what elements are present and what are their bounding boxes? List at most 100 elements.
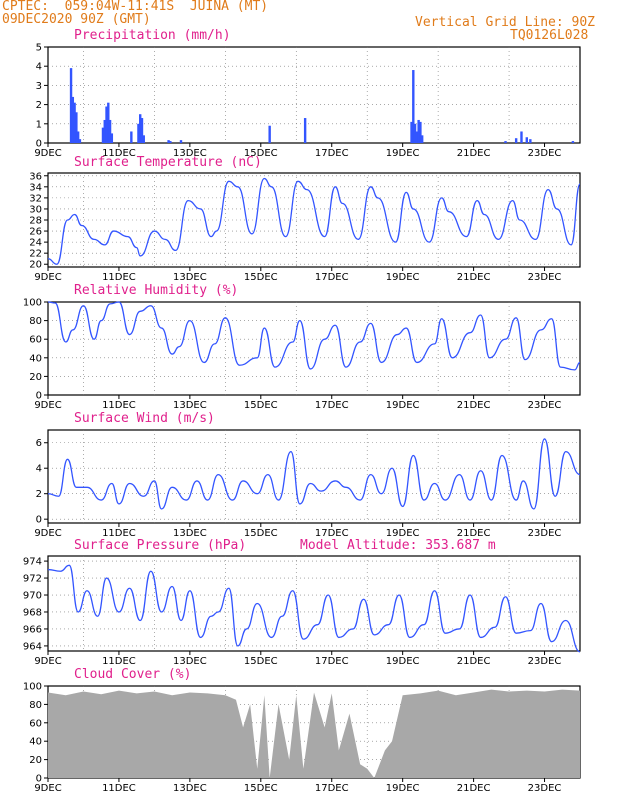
precipitation-bar: [78, 139, 82, 143]
surface-temperature-ytick-label: 26: [29, 227, 42, 238]
cloud-cover-ytick-label: 0: [36, 774, 42, 785]
precipitation-xtick-label: 9DEC: [34, 148, 61, 159]
surface-temperature-ytick-label: 30: [29, 204, 42, 215]
precipitation-bar: [137, 123, 140, 143]
precipitation-bar: [169, 141, 172, 143]
relative-humidity-xtick-label: 19DEC: [386, 400, 420, 411]
surface-pressure-xtick-label: 13DEC: [173, 656, 207, 667]
surface-temperature-xtick-label: 21DEC: [457, 272, 491, 283]
surface-pressure-ytick-label: 966: [23, 624, 42, 635]
precipitation-bar: [76, 131, 80, 143]
cloud-cover-xtick-label: 13DEC: [173, 783, 207, 794]
precipitation-bar: [110, 133, 114, 143]
precipitation-bar: [412, 70, 415, 143]
surface-wind-ytick-label: 4: [36, 464, 42, 475]
precipitation-bar: [268, 125, 271, 143]
relative-humidity-xtick-label: 13DEC: [173, 400, 207, 411]
precipitation-bar: [413, 123, 417, 143]
surface-wind-frame: [47, 429, 581, 524]
relative-humidity-ytick-label: 40: [29, 353, 42, 364]
surface-pressure-xtick-label: 15DEC: [244, 656, 278, 667]
precipitation-bar: [529, 139, 532, 143]
surface-temperature-xtick-label: 11DEC: [102, 272, 136, 283]
relative-humidity-xtick-label: 15DEC: [244, 400, 278, 411]
precipitation-bar: [417, 119, 420, 143]
surface-pressure-ytick-label: 968: [23, 607, 42, 618]
surface-pressure-xtick-label: 17DEC: [315, 656, 349, 667]
surface-temperature-xtick-label: 23DEC: [528, 272, 562, 283]
surface-pressure-frame: [47, 555, 581, 652]
surface-wind-xtick-label: 17DEC: [315, 528, 349, 539]
precipitation-bar: [71, 96, 75, 143]
cloud-cover-ytick-label: 20: [29, 755, 42, 766]
relative-humidity-ytick-label: 80: [29, 316, 42, 327]
surface-temperature-ytick-label: 34: [29, 182, 42, 193]
precipitation-bar: [179, 140, 183, 143]
precipitation-bar: [107, 102, 110, 143]
precipitation-title: Precipitation (mm/h): [74, 28, 231, 43]
precipitation-bar: [108, 119, 112, 143]
precipitation-xtick-label: 13DEC: [173, 148, 207, 159]
surface-pressure-xtick-label: 23DEC: [528, 656, 562, 667]
surface-temperature-ytick-label: 22: [29, 249, 42, 260]
surface-temperature-title: Surface Temperature (nC): [74, 155, 262, 170]
precipitation-bar: [75, 112, 78, 143]
relative-humidity-xtick-label: 23DEC: [528, 400, 562, 411]
precipitation-bar: [139, 114, 142, 143]
surface-pressure-xtick-label: 19DEC: [386, 656, 420, 667]
precipitation-bar: [103, 119, 106, 143]
surface-temperature-ytick-label: 36: [29, 171, 42, 182]
cloud-cover-ytick-label: 80: [29, 700, 42, 711]
cloud-cover-xtick-label: 17DEC: [315, 783, 349, 794]
relative-humidity-xtick-label: 11DEC: [102, 400, 136, 411]
cloud-cover-xtick-label: 19DEC: [386, 783, 420, 794]
precipitation-ytick-label: 4: [36, 62, 42, 73]
surface-wind-title: Surface Wind (m/s): [74, 411, 215, 426]
precipitation-bar: [303, 118, 307, 143]
header-grid-note: Vertical Grid Line: 90Z: [415, 15, 596, 30]
surface-wind-xtick-label: 9DEC: [34, 528, 61, 539]
surface-wind-xtick-label: 23DEC: [528, 528, 562, 539]
surface-pressure-series-line: [47, 564, 581, 653]
cloud-cover-ytick-label: 60: [29, 718, 42, 729]
surface-wind-xtick-label: 15DEC: [244, 528, 278, 539]
precipitation-bar: [571, 141, 575, 143]
precipitation-xtick-label: 19DEC: [386, 148, 420, 159]
precipitation-ytick-label: 2: [36, 100, 42, 111]
header-station-line: CPTEC: 059:04W-11:41S JUINA (MT): [2, 0, 269, 14]
precipitation-bar: [130, 131, 133, 143]
relative-humidity-series-line: [47, 301, 581, 371]
surface-pressure-ytick-label: 970: [23, 591, 42, 602]
surface-temperature-ytick-label: 24: [29, 238, 42, 249]
cloud-cover-title: Cloud Cover (%): [74, 667, 191, 682]
precipitation-bar: [140, 118, 144, 143]
cloud-cover-xtick-label: 21DEC: [457, 783, 491, 794]
precipitation-bar: [514, 138, 518, 143]
surface-pressure-ytick-label: 972: [23, 574, 42, 585]
precipitation-bar: [525, 137, 528, 143]
surface-temperature-xtick-label: 15DEC: [244, 272, 278, 283]
precipitation-ytick-label: 3: [36, 81, 42, 92]
header-code: TQ0126L028: [510, 28, 589, 43]
surface-wind-xtick-label: 13DEC: [173, 528, 207, 539]
precipitation-bar: [420, 135, 424, 143]
surface-pressure-xtick-label: 9DEC: [34, 656, 61, 667]
relative-humidity-xtick-label: 17DEC: [315, 400, 349, 411]
precipitation-bar: [419, 121, 422, 143]
precipitation-ytick-label: 5: [36, 43, 42, 54]
surface-wind-ytick-label: 0: [36, 515, 42, 526]
precipitation-bar: [504, 141, 507, 143]
precipitation-ytick-label: 0: [36, 139, 42, 150]
surface-wind-ytick-label: 2: [36, 489, 42, 500]
header-date-line: 09DEC2020 90Z (GMT): [2, 12, 151, 27]
surface-pressure-xtick-label: 11DEC: [102, 656, 136, 667]
precipitation-xtick-label: 15DEC: [244, 148, 278, 159]
precipitation-bar: [410, 121, 413, 143]
precipitation-bar: [167, 140, 170, 143]
precipitation-bar: [101, 127, 105, 143]
surface-pressure-annotation: Model Altitude: 353.687 m: [300, 538, 496, 553]
surface-pressure-title: Surface Pressure (hPa): [74, 538, 246, 553]
precipitation-xtick-label: 23DEC: [528, 148, 562, 159]
surface-pressure-ytick-label: 964: [23, 641, 42, 652]
